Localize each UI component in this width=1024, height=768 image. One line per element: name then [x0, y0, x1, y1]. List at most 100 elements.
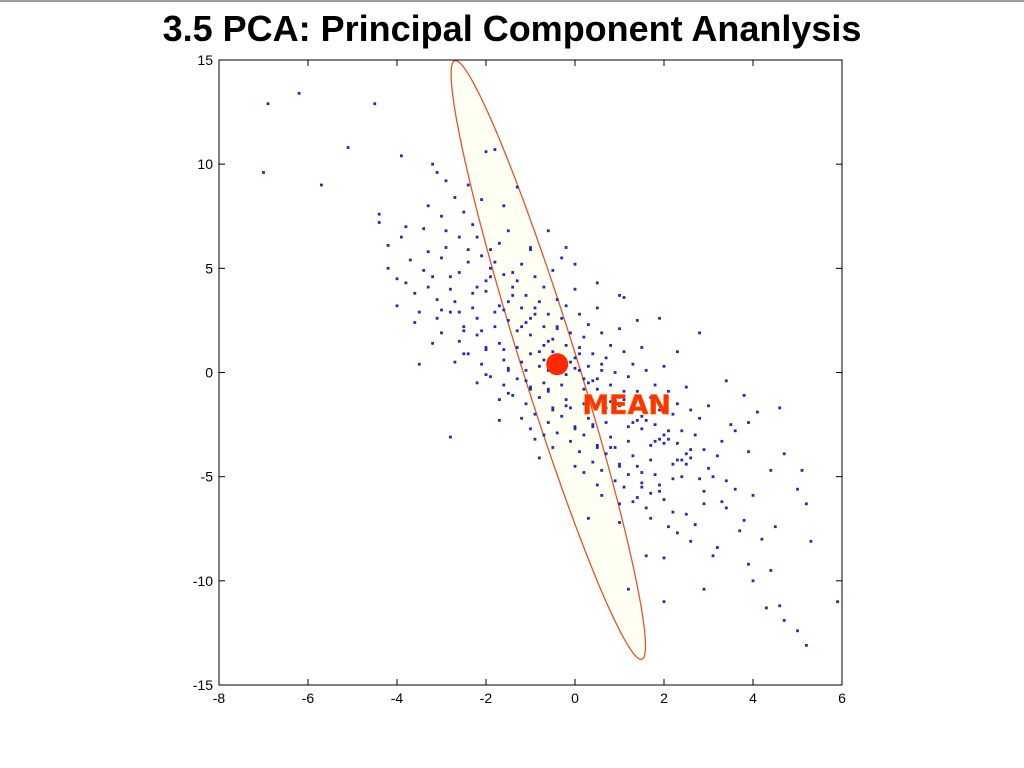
x-tick-label: 6: [838, 690, 846, 706]
data-point: [680, 458, 684, 462]
data-point: [564, 344, 568, 347]
data-point: [484, 373, 488, 376]
x-tick-label: 2: [660, 690, 668, 706]
data-point: [684, 452, 688, 456]
data-point: [520, 416, 523, 420]
data-point: [262, 171, 265, 174]
data-point: [524, 402, 528, 406]
data-point: [498, 398, 501, 401]
data-point: [489, 275, 492, 279]
data-point: [671, 412, 675, 416]
data-point: [649, 491, 653, 495]
data-point: [595, 387, 599, 391]
data-point: [546, 229, 550, 233]
data-point: [609, 383, 612, 387]
data-point: [502, 383, 506, 387]
data-point: [462, 352, 466, 356]
data-point: [595, 444, 599, 447]
data-point: [484, 150, 488, 154]
data-point: [533, 412, 537, 416]
data-point: [493, 310, 497, 314]
data-point: [506, 319, 510, 322]
data-point: [533, 437, 537, 441]
data-point: [475, 333, 479, 337]
data-point: [582, 377, 586, 381]
data-point: [640, 414, 644, 418]
data-point: [591, 379, 595, 383]
slide-title: 3.5 PCA: Principal Component Ananlysis: [162, 8, 862, 49]
data-point: [618, 464, 621, 468]
data-point: [413, 321, 417, 324]
data-point: [689, 456, 693, 460]
data-point: [613, 371, 617, 374]
data-point: [426, 250, 430, 254]
x-tick-label: -8: [213, 690, 226, 706]
data-point: [524, 294, 528, 297]
data-point: [511, 394, 515, 397]
data-point: [578, 450, 581, 454]
data-point: [662, 498, 666, 501]
data-point: [613, 446, 617, 449]
data-point: [400, 235, 403, 239]
data-point: [546, 339, 550, 343]
data-point: [578, 346, 581, 349]
data-point: [569, 439, 572, 443]
data-point: [560, 383, 564, 387]
data-point: [502, 358, 506, 362]
data-point: [422, 227, 426, 231]
data-point: [555, 298, 559, 301]
data-point: [422, 269, 426, 272]
data-point: [502, 273, 506, 276]
y-tick-label: -15: [193, 677, 213, 693]
data-point: [506, 369, 510, 372]
data-point: [769, 469, 773, 472]
data-point: [778, 604, 782, 608]
y-tick-label: -5: [201, 469, 214, 485]
data-point: [502, 348, 506, 351]
data-point: [680, 475, 684, 479]
data-point: [493, 325, 497, 329]
data-point: [618, 462, 621, 466]
data-point: [551, 408, 555, 412]
data-point: [395, 304, 399, 308]
data-point: [538, 364, 541, 368]
data-point: [471, 306, 475, 310]
data-point: [729, 423, 733, 426]
data-point: [457, 310, 461, 314]
data-point: [622, 389, 626, 393]
data-point: [502, 308, 506, 312]
data-point: [542, 325, 546, 329]
data-point: [782, 452, 786, 456]
data-point: [640, 481, 644, 485]
data-point: [520, 262, 523, 266]
data-point: [408, 258, 412, 262]
data-point: [373, 102, 377, 106]
data-point: [733, 429, 737, 433]
data-point: [653, 439, 657, 443]
data-point: [524, 369, 528, 372]
data-point: [506, 366, 510, 370]
data-point: [475, 235, 479, 239]
data-point: [667, 437, 670, 441]
data-point: [573, 366, 577, 370]
mean-layer: MEAN: [546, 353, 671, 421]
data-point: [707, 404, 710, 408]
data-point: [587, 364, 590, 368]
axes-layer: -8 -6 -4 -2 0 2 4 6 -15 -10 -5 0 5 10 15: [193, 52, 846, 706]
data-point: [542, 285, 546, 289]
data-point: [658, 483, 661, 487]
data-point: [662, 364, 666, 368]
data-point: [466, 183, 470, 187]
data-point: [582, 387, 586, 391]
data-point: [667, 525, 670, 529]
data-point: [578, 312, 581, 316]
data-point: [346, 146, 350, 149]
data-point: [515, 279, 519, 283]
data-point: [489, 266, 492, 270]
data-point: [684, 385, 688, 389]
data-point: [747, 421, 750, 424]
data-point: [595, 377, 599, 381]
data-point: [600, 469, 604, 472]
y-tick-label: 5: [205, 260, 213, 276]
data-point: [702, 502, 706, 506]
